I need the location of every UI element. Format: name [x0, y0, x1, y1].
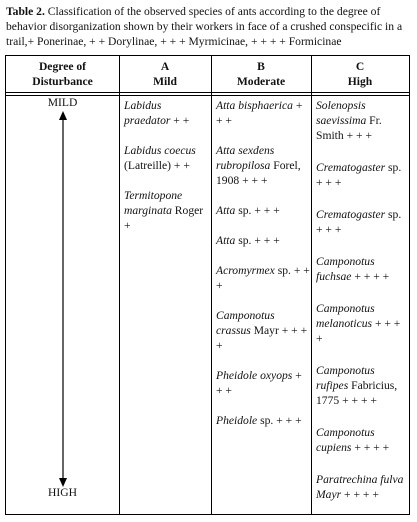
species-name: Camponotus cupiens: [316, 426, 375, 454]
species-entry: Atta sexdens rubropilosa Forel, 1908 + +…: [216, 143, 310, 188]
species-entry: Camponotus crassus Mayr + + + +: [216, 308, 310, 353]
column-rule: [119, 56, 120, 514]
species-name: Labidus praedator: [124, 99, 171, 127]
species-name: Atta bisphaerica: [216, 99, 293, 112]
column-rule: [211, 56, 212, 514]
species-name: Camponotus fuchsae: [316, 255, 375, 283]
header-cell: A Mild: [119, 56, 211, 92]
column: Labidus praedator + + Labidus coecus (Lat…: [124, 98, 210, 248]
species-note: Forel, 1908 + + +: [216, 159, 301, 187]
species-name: Solenopsis saevissima: [316, 99, 367, 127]
species-entry: Camponotus rufipes Fabricius, 1775 + + +…: [316, 363, 408, 408]
species-entry: Termitopone marginata Roger +: [124, 188, 210, 233]
header-cell: B Moderate: [211, 56, 311, 92]
species-entry: Paratrechina fulva Mayr + + + +: [316, 472, 408, 502]
species-name: Paratrechina fulva Mayr: [316, 473, 404, 501]
species-note: + + + +: [354, 270, 390, 283]
species-note: + + + +: [344, 488, 379, 501]
header-text: Moderate: [236, 75, 286, 88]
species-note: sp. + + +: [316, 161, 402, 189]
species-name: Labidus coecus: [124, 144, 196, 157]
header-text: Degree of: [38, 60, 87, 73]
species-note: Mayr + + + +: [216, 324, 308, 352]
species-entry: Pheidole oxyops + + +: [216, 368, 310, 398]
column-rule: [311, 56, 312, 514]
species-note: sp. + + +: [260, 414, 302, 427]
disturbance-arrow: [59, 111, 67, 487]
species-note: sp. + + +: [238, 234, 280, 247]
species-note: + + +: [216, 99, 303, 127]
species-note: Fabricius, 1775 + + + +: [316, 379, 398, 407]
species-note: Roger +: [124, 204, 204, 232]
species-note: + + + +: [354, 441, 390, 454]
species-note: sp. + + +: [316, 208, 402, 236]
header-text: A: [160, 60, 170, 73]
species-name: Crematogaster: [316, 208, 386, 221]
header-cell: C High: [311, 56, 409, 92]
species-name: Atta sexdens rubropilosa: [216, 144, 275, 172]
species-entry: Labidus praedator + +: [124, 98, 210, 128]
species-name: Camponotus melanoticus: [316, 302, 375, 330]
species-entry: Solenopsis saevissima Fr. Smith + + +: [316, 98, 408, 143]
caption: Table 2. Classification of the observed …: [6, 4, 412, 49]
species-name: Acromyrmex: [216, 264, 275, 277]
species-name: Camponotus crassus: [216, 309, 275, 337]
species-entry: Acromyrmex sp. + + +: [216, 263, 310, 293]
header-text: Disturbance: [32, 75, 93, 88]
species-note: sp. + + +: [216, 264, 310, 292]
species-name: Pheidole oxyops: [216, 369, 293, 382]
species-note: Fr. Smith + + +: [316, 114, 382, 142]
species-entry: Atta sp. + + +: [216, 203, 310, 218]
species-entry: Camponotus melanoticus + + + +: [316, 301, 408, 346]
species-note: sp. + + +: [238, 204, 280, 217]
header-cell: Degree of Disturbance: [6, 56, 119, 92]
species-entry: Camponotus fuchsae + + + +: [316, 254, 408, 284]
species-entry: Crematogaster sp. + + +: [316, 160, 408, 190]
species-name: Camponotus rufipes: [316, 364, 375, 392]
species-name: Atta: [216, 234, 236, 247]
species-note: + +: [173, 114, 190, 127]
column: Solenopsis saevissima Fr. Smith + + + Cre…: [316, 98, 408, 519]
species-name: Crematogaster: [316, 161, 386, 174]
caption-text: Classification of the observed species o…: [6, 5, 403, 48]
species-entry: Atta bisphaerica + + +: [216, 98, 310, 128]
axis-bottom-label: HIGH: [48, 486, 77, 499]
header-text: C: [355, 60, 365, 73]
species-name: Atta: [216, 204, 236, 217]
species-entry: Crematogaster sp. + + +: [316, 207, 408, 237]
species-entry: Atta sp. + + +: [216, 233, 310, 248]
species-note: (Latreille) + +: [124, 159, 190, 172]
header-rule: [6, 95, 409, 96]
axis-top-label: MILD: [47, 96, 78, 109]
header-text: B: [257, 60, 265, 73]
species-entry: Labidus coecus (Latreille) + +: [124, 143, 210, 173]
species-note: + + + +: [316, 317, 401, 345]
caption-label: Table 2.: [6, 5, 45, 18]
header-text: High: [347, 75, 373, 88]
species-name: Termitopone marginata: [124, 189, 183, 217]
species-note: + + +: [216, 369, 302, 397]
column: Atta bisphaerica + + + Atta sexdens rubro…: [216, 98, 310, 443]
table: Degree of Disturbance A Mild B Moderate C Hi…: [5, 55, 410, 515]
species-entry: Camponotus cupiens + + + +: [316, 425, 408, 455]
species-entry: Pheidole sp. + + +: [216, 413, 310, 428]
header-rule: [6, 92, 409, 93]
species-name: Pheidole: [216, 414, 258, 427]
header-text: Mild: [153, 75, 177, 88]
